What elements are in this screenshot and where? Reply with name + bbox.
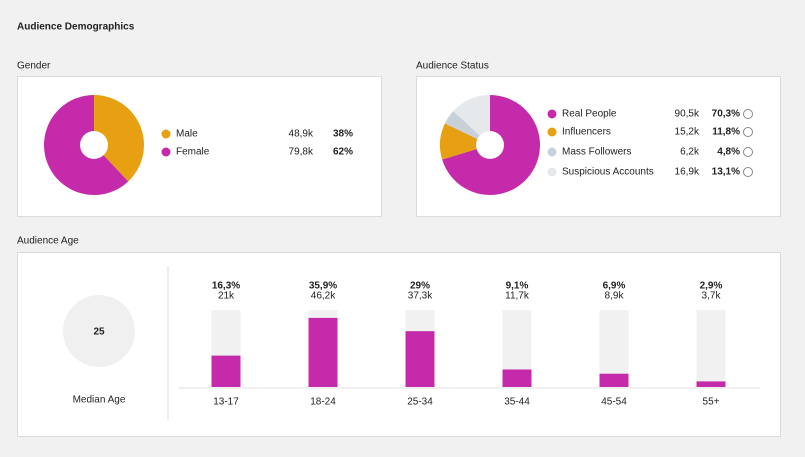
percent: 38% — [333, 129, 353, 140]
bar-track — [696, 310, 726, 387]
legend-dot — [547, 109, 557, 119]
bar-percent: 9,1% — [506, 281, 529, 292]
legend-dot — [547, 147, 557, 157]
section-title: Gender — [17, 61, 51, 72]
bar-percent: 29% — [410, 281, 430, 292]
bar-count: 11,7k — [505, 291, 530, 302]
percent: 70,3% — [712, 109, 740, 120]
bar — [211, 355, 241, 387]
median-circle — [63, 295, 135, 367]
pie-slice — [94, 95, 144, 182]
legend-dot — [161, 129, 171, 139]
percent: 62% — [333, 147, 353, 158]
percent: 13,1% — [712, 167, 740, 178]
pie-hole — [476, 131, 504, 159]
bar — [696, 381, 726, 387]
legend-label: Mass Followers — [562, 147, 631, 158]
legend-label: Female — [176, 147, 210, 158]
bar-count: 37,3k — [408, 291, 433, 302]
bar — [405, 331, 435, 387]
section-title: Audience Status — [416, 61, 489, 72]
bar-count: 3,7k — [702, 291, 722, 302]
legend-dot — [161, 147, 171, 157]
median-age: 25 — [93, 327, 105, 338]
help-icon — [743, 167, 753, 177]
legend-label: Male — [176, 129, 198, 140]
count: 48,9k — [289, 129, 314, 140]
bar-percent: 16,3% — [212, 281, 240, 292]
pie-slice — [444, 111, 490, 145]
count: 16,9k — [675, 167, 700, 178]
bar-percent: 2,9% — [700, 281, 723, 292]
bar — [599, 373, 629, 387]
age-card — [17, 252, 781, 437]
page-title: Audience Demographics — [17, 22, 135, 33]
bar-count: 8,9k — [605, 291, 625, 302]
x-tick-label: 55+ — [703, 397, 720, 408]
legend-label: Suspicious Accounts — [562, 167, 654, 178]
percent: 4,8% — [717, 147, 740, 158]
legend-label: Influencers — [562, 127, 611, 138]
x-tick-label: 45-54 — [601, 397, 627, 408]
count: 90,5k — [675, 109, 700, 120]
bar — [308, 317, 338, 387]
x-tick-label: 18-24 — [310, 397, 336, 408]
bar-percent: 35,9% — [309, 281, 337, 292]
section-title: Audience Age — [17, 236, 79, 247]
x-tick-label: 25-34 — [407, 397, 433, 408]
pie-slice — [453, 95, 490, 145]
legend-label: Real People — [562, 109, 617, 120]
help-icon — [743, 127, 753, 137]
legend-dot — [547, 127, 557, 137]
bar-count: 21k — [218, 291, 235, 302]
bar-percent: 6,9% — [603, 281, 626, 292]
pie-hole — [80, 131, 108, 159]
x-tick-label: 13-17 — [213, 397, 239, 408]
count: 6,2k — [680, 147, 700, 158]
x-tick-label: 35-44 — [504, 397, 530, 408]
bar — [502, 369, 532, 387]
percent: 11,8% — [712, 127, 740, 138]
help-icon — [743, 109, 753, 119]
pie-slice — [440, 123, 490, 160]
help-icon — [743, 147, 753, 157]
count: 79,8k — [289, 147, 314, 158]
count: 15,2k — [675, 127, 700, 138]
legend-dot — [547, 167, 557, 177]
bar-count: 46,2k — [311, 291, 336, 302]
median-label: Median Age — [73, 395, 126, 406]
